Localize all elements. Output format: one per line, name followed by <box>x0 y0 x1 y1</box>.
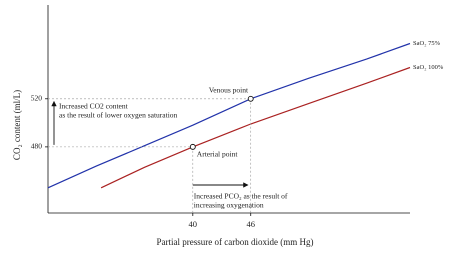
annotation: increasing oxygenation <box>194 201 264 210</box>
annotation: Increased PCO₂ as the result of <box>194 192 288 201</box>
series-line <box>47 42 411 189</box>
series-line <box>100 66 411 189</box>
y-axis-label: CO₂ content (ml/L) <box>12 90 22 160</box>
point-marker <box>247 95 254 102</box>
x-tick-label: 40 <box>189 219 198 229</box>
annotation: as the result of lower oxygen saturation <box>59 110 178 119</box>
y-tick-label: 480 <box>31 142 43 151</box>
point-label: Venous point <box>209 85 249 94</box>
point-label: Arterial point <box>197 150 239 159</box>
series-label: SaO₂ 100% <box>413 64 444 71</box>
annotation: Increased CO2 content <box>59 101 129 110</box>
point-marker <box>189 143 196 150</box>
x-axis-label: Partial pressure of carbon dioxide (mm H… <box>157 237 314 247</box>
y-tick-label: 520 <box>31 93 43 102</box>
series-label: SaO₂ 75% <box>413 40 441 47</box>
x-tick-label: 46 <box>246 219 255 229</box>
